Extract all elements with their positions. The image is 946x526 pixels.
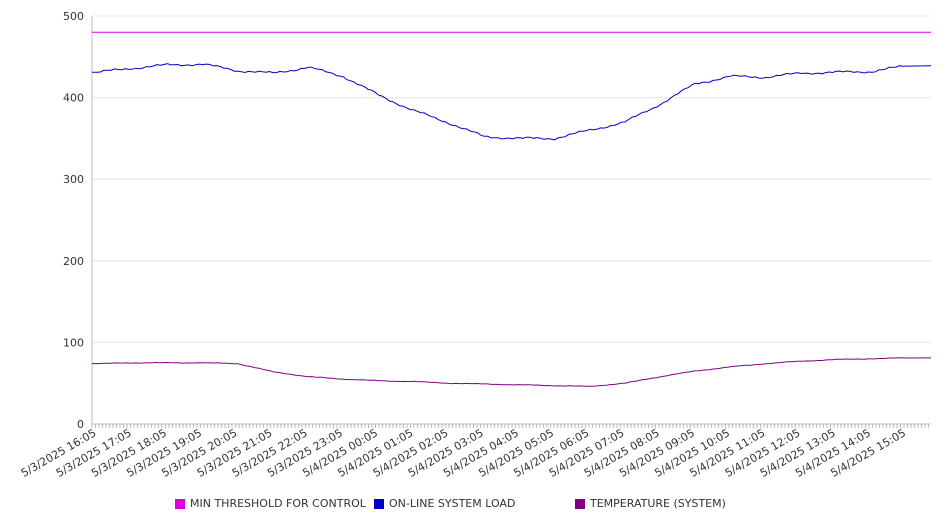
legend-label: ON-LINE SYSTEM LOAD <box>389 497 516 510</box>
chart-legend: MIN THRESHOLD FOR CONTROL ON-LINE SYSTEM … <box>0 497 946 517</box>
legend-label: TEMPERATURE (SYSTEM) <box>590 497 726 510</box>
series-line-2 <box>92 357 932 387</box>
chart-series <box>92 31 932 387</box>
legend-item[interactable]: ON-LINE SYSTEM LOAD <box>374 497 515 510</box>
y-axis-ticks: 0 100 200 300 400 500 <box>63 10 84 431</box>
legend-item[interactable]: TEMPERATURE (SYSTEM) <box>575 497 726 510</box>
legend-label: MIN THRESHOLD FOR CONTROL <box>190 497 366 510</box>
y-tick-label: 400 <box>63 92 84 105</box>
y-tick-label: 100 <box>63 336 84 349</box>
y-tick-label: 0 <box>77 418 84 431</box>
line-chart: 0 100 200 300 400 500 5/3/2025 16:055/3/2025 … <box>19 10 932 480</box>
y-tick-label: 300 <box>63 173 84 186</box>
chart-axes <box>91 16 931 428</box>
legend-item[interactable]: MIN THRESHOLD FOR CONTROL <box>175 497 366 510</box>
y-tick-label: 500 <box>63 10 84 23</box>
legend-swatch <box>175 498 185 509</box>
x-axis-ticks: 5/3/2025 16:055/3/2025 17:055/3/2025 18:… <box>19 426 908 480</box>
legend-swatch <box>575 498 585 509</box>
y-tick-label: 200 <box>63 255 84 268</box>
legend-swatch <box>374 498 384 509</box>
chart-grid <box>92 15 931 343</box>
series-line-1 <box>92 63 932 141</box>
